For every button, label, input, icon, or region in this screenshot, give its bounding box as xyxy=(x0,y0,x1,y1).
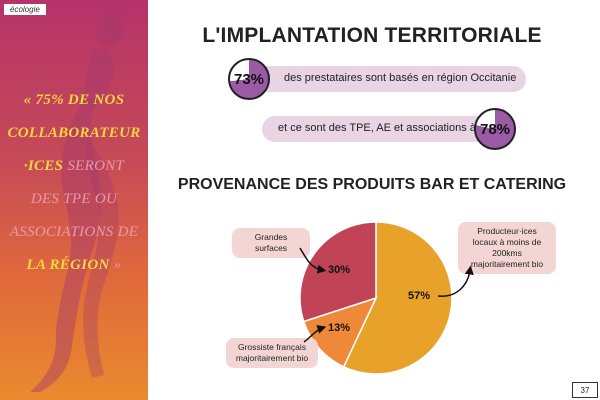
stat-text-1: des prestataires sont basés en région Oc… xyxy=(284,72,517,84)
pull-quote: « 75% DE NOS COLLABORATEUR ·ICES SERONT … xyxy=(6,84,142,282)
callout-local-producers: Producteur·ices locaux à moins de 200kms… xyxy=(458,222,556,274)
left-panel: écologie « 75% DE NOS COLLABORATEUR ·ICE… xyxy=(0,0,148,400)
arrow-supermarkets xyxy=(299,247,327,274)
pie-slice-wholesaler xyxy=(302,296,378,368)
quote-line-3-highlight: ·ICES xyxy=(23,158,64,174)
chart-title: PROVENANCE DES PRODUITS BAR ET CATERING xyxy=(177,176,567,193)
quote-line-4: DES TPE OU xyxy=(30,191,118,207)
quote-line-6-rest: » xyxy=(109,257,122,273)
quote-line-5: ASSOCIATIONS DE xyxy=(9,224,139,240)
quote-line-6: LA RÉGION » xyxy=(6,249,142,282)
pie-slice-local-producers xyxy=(342,221,453,375)
runner-silhouette-image xyxy=(30,14,125,393)
stat-text-2: et ce sont des TPE, AE et associations à xyxy=(278,122,476,134)
quote-line-1: « 75% DE NOS xyxy=(23,92,125,108)
slice-label-local-producers: 57% xyxy=(408,290,431,302)
slice-label-wholesaler: 13% xyxy=(328,322,351,334)
page-title: L'IMPLANTATION TERRITORIALE xyxy=(202,24,542,47)
section-tag: écologie xyxy=(4,4,46,15)
stat-pill-2 xyxy=(262,116,500,142)
slice-label-supermarkets: 30% xyxy=(328,264,351,276)
page-number: 37 xyxy=(572,382,598,398)
arrow-local-producers xyxy=(437,265,474,297)
arrow-wholesaler xyxy=(303,325,327,343)
quote-line-3: ·ICES SERONT xyxy=(6,150,142,183)
callout-supermarkets: Grandes surfaces xyxy=(232,228,310,258)
quote-line-6-highlight: LA RÉGION xyxy=(26,257,110,273)
pie-slice-supermarkets xyxy=(299,221,377,323)
stat-percent-1: 73% xyxy=(233,70,265,88)
quote-line-3-rest: SERONT xyxy=(63,158,125,174)
stat-percent-circle-1: 73% xyxy=(228,58,270,100)
products-origin-pie-chart xyxy=(299,221,453,375)
quote-line-2: COLLABORATEUR xyxy=(7,125,141,141)
stat-percent-circle-2: 78% xyxy=(474,108,516,150)
stat-percent-2: 78% xyxy=(479,120,511,138)
callout-wholesaler: Grossiste français majoritairement bio xyxy=(226,338,318,368)
stat-pill-1 xyxy=(238,66,526,92)
